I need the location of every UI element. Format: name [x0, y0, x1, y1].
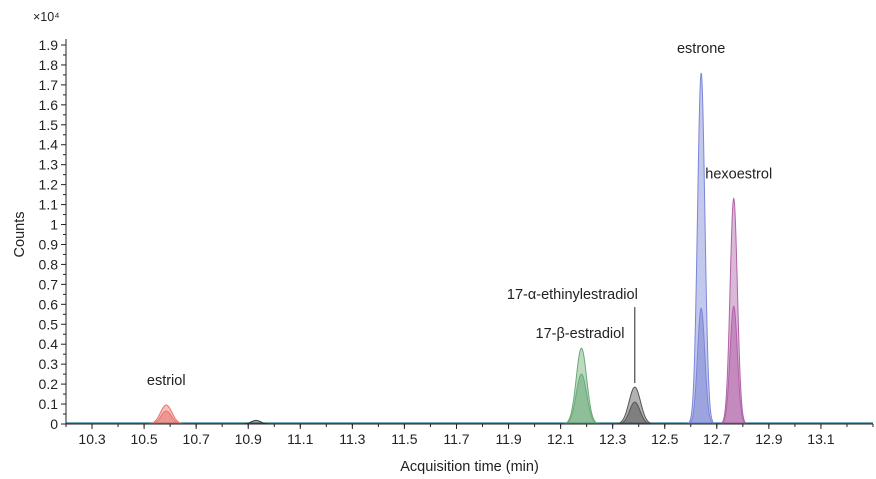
- peak-label: hexoestrol: [705, 167, 772, 183]
- y-tick-label: 0.9: [39, 236, 59, 252]
- x-tick-label: 12.3: [599, 431, 626, 447]
- y-tick-label: 0: [50, 416, 58, 432]
- y-tick-label: 1: [50, 217, 58, 233]
- peak-series-0-1: [145, 410, 188, 425]
- y-tick-label: 0.4: [39, 336, 59, 352]
- y-tick-label: 0.7: [39, 276, 59, 292]
- x-tick-label: 10.3: [78, 431, 105, 447]
- peak-series-2-1: [560, 373, 603, 425]
- y-ticks: 0 0.1 0.2 0.3 0.4 0.5 0.6 0.7 0.8 0.9 1 1.1 1.2 1.3 1.…: [39, 37, 66, 432]
- x-tick-label: 11.5: [391, 431, 417, 447]
- y-tick-label: 1.2: [39, 177, 59, 193]
- y-tick-label: 1.6: [39, 97, 59, 113]
- x-tick-label: 13.1: [807, 431, 834, 447]
- y-multiplier-label: ×10⁴: [33, 10, 60, 24]
- x-tick-label: 12.1: [547, 431, 574, 447]
- y-tick-label: 1.8: [39, 57, 59, 73]
- x-tick-label: 12.9: [755, 431, 782, 447]
- x-tick-label: 11.3: [339, 431, 365, 447]
- y-tick-label: 0.3: [39, 356, 59, 372]
- x-tick-label: 10.7: [183, 431, 210, 447]
- y-tick-label: 1.1: [39, 197, 59, 213]
- peak-label: estriol: [147, 373, 186, 389]
- x-tick-label: 11.7: [443, 431, 469, 447]
- x-axis-title: Acquisition time (min): [400, 459, 539, 474]
- peak-label: 17-β-estradiol: [536, 326, 625, 342]
- x-tick-label: 12.7: [703, 431, 730, 447]
- peak-series-3-1: [613, 401, 657, 425]
- annotations-layer: estriol 17-α-ethinylestradiol 17-β-estradi…: [147, 41, 772, 389]
- peaks-layer: [66, 72, 873, 425]
- y-tick-label: 1.9: [39, 37, 59, 53]
- peak-series-1-0: [237, 419, 275, 425]
- y-tick-label: 0.2: [39, 376, 59, 392]
- y-axis-title: Counts: [12, 212, 28, 258]
- y-tick-label: 0.1: [39, 396, 59, 412]
- peak-label: estrone: [677, 41, 725, 57]
- peak-series-4-0: [686, 72, 717, 425]
- x-tick-label: 11.9: [495, 431, 521, 447]
- x-tick-label: 11.1: [287, 431, 313, 447]
- y-tick-label: 1.5: [39, 117, 59, 133]
- y-tick-label: 0.6: [39, 296, 59, 312]
- y-tick-label: 0.8: [39, 256, 59, 272]
- x-tick-label: 10.5: [130, 431, 157, 447]
- peak-label: 17-α-ethinylestradiol: [507, 287, 638, 303]
- x-tick-label: 10.9: [235, 431, 262, 447]
- y-tick-label: 1.7: [39, 77, 59, 93]
- peak-series-4-1: [686, 307, 717, 425]
- y-tick-label: 1.4: [39, 137, 59, 153]
- x-ticks: 10.3 10.5 10.7 10.9 11.1 11.3 11.5 11.7 11.9 12.1…: [65, 424, 874, 447]
- x-tick-label: 12.5: [651, 431, 678, 447]
- y-tick-label: 0.5: [39, 316, 59, 332]
- peak-series-5-1: [718, 305, 749, 425]
- y-tick-label: 1.3: [39, 157, 59, 173]
